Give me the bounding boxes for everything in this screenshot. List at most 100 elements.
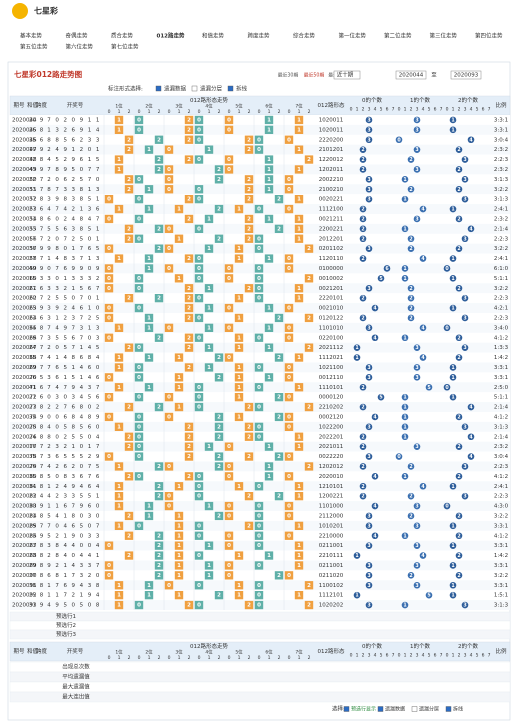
- route-digit: 0: [287, 137, 291, 143]
- nav-link[interactable]: 综合走势: [293, 32, 316, 40]
- select-value[interactable]: 近十期: [337, 71, 354, 79]
- count-hit: [455, 185, 463, 193]
- checkbox[interactable]: [411, 706, 418, 712]
- sum: 35: [29, 355, 36, 361]
- count-digit: 3: [463, 603, 466, 609]
- draw-digit: 1: [88, 117, 92, 123]
- route-code: 1202011: [319, 167, 344, 173]
- draw-digit: 3: [88, 563, 92, 569]
- draw-digit: 9: [55, 306, 59, 312]
- nav-link[interactable]: 012路走势: [157, 32, 185, 40]
- route-hit: [194, 313, 204, 323]
- route-digit: 2: [127, 147, 131, 153]
- route-hit: [124, 145, 134, 154]
- checkbox[interactable]: [445, 706, 452, 712]
- route-hit: [284, 333, 294, 342]
- route-digit: 0: [197, 276, 201, 282]
- nav-link[interactable]: 第四位走势: [475, 32, 503, 40]
- count-digit: 5: [427, 385, 430, 391]
- route-digit: 2: [247, 424, 251, 430]
- route-code: 2220200: [319, 137, 344, 143]
- route-digit: 2: [127, 177, 131, 183]
- route-hit: [174, 541, 184, 550]
- to-input-text[interactable]: 2020093: [454, 73, 479, 79]
- route-hit: [184, 333, 194, 342]
- route-hit: [124, 175, 134, 184]
- count-digit: 1: [403, 276, 406, 282]
- route-hit: [144, 204, 154, 214]
- nav-link[interactable]: 第三位走势: [430, 32, 458, 40]
- route-hit: [134, 422, 144, 431]
- from-input-text[interactable]: 2020044: [399, 73, 424, 79]
- route-hit: [174, 353, 184, 362]
- route-digit: 2: [247, 137, 251, 143]
- period-link[interactable]: 最近30期: [278, 72, 299, 79]
- nav-link[interactable]: 奇偶走势: [66, 32, 89, 40]
- draw-digit: 4: [72, 563, 76, 569]
- period-link[interactable]: 最近50期: [304, 72, 325, 79]
- draw-digit: 9: [96, 266, 100, 272]
- option-label[interactable]: 拆线: [236, 85, 248, 93]
- draw-digit: 7: [47, 523, 51, 529]
- route-hit: [184, 135, 194, 144]
- route-hit: [214, 511, 224, 521]
- nav-link[interactable]: 第六位走势: [66, 43, 94, 51]
- span: 9: [40, 504, 44, 510]
- route-hit: [264, 551, 274, 560]
- route-header: 0: [138, 655, 141, 661]
- count-digit: 3: [367, 573, 370, 579]
- checkbox[interactable]: [343, 706, 350, 712]
- route-hit: [164, 501, 174, 511]
- nav-link[interactable]: 跨度走势: [248, 32, 271, 40]
- option-label[interactable]: 预选行显示: [351, 706, 376, 713]
- nav-link[interactable]: 第一位走势: [339, 32, 367, 40]
- stats-label: 最大连出值: [62, 693, 90, 701]
- count-header: 5: [476, 107, 479, 113]
- count-digit: 2: [457, 573, 460, 579]
- route-digit: 1: [207, 147, 211, 153]
- draw-digit: 3: [72, 256, 76, 262]
- nav-link[interactable]: 基本走势: [20, 32, 43, 40]
- route-hit: [244, 195, 254, 204]
- draw-digit: 2: [96, 276, 100, 282]
- route-digit: 2: [127, 434, 131, 440]
- issue: 2020054: [12, 216, 37, 222]
- checkbox[interactable]: [155, 85, 162, 92]
- draw-digit: 2: [88, 573, 92, 579]
- option-label[interactable]: 遗漏分层: [200, 85, 223, 93]
- draw-digit: 0: [80, 543, 84, 549]
- issue: 2020059: [12, 266, 37, 272]
- count-digit: 3: [415, 216, 418, 222]
- draw-digit: 3: [88, 385, 92, 391]
- controls-label: 标注形式选择:: [108, 85, 143, 93]
- option-label[interactable]: 遗漏数据: [164, 85, 187, 93]
- draw-digit: 3: [72, 315, 76, 321]
- option-label[interactable]: 拆线: [453, 706, 463, 713]
- checkbox[interactable]: [227, 85, 234, 92]
- route-digit: 0: [107, 375, 111, 381]
- route-digit: 1: [177, 593, 181, 599]
- route-hit: [304, 600, 314, 610]
- count-digit: 2: [361, 147, 364, 153]
- checkbox[interactable]: [191, 85, 198, 92]
- nav-link[interactable]: 第二位走势: [384, 32, 412, 40]
- route-digit: 2: [307, 276, 311, 282]
- nav-link[interactable]: 和值走势: [202, 32, 225, 40]
- route-digit: 0: [197, 603, 201, 609]
- nav-link[interactable]: 质合走势: [111, 32, 134, 40]
- route-hit: [274, 492, 284, 501]
- route-digit: 2: [277, 573, 281, 579]
- option-label[interactable]: 遗漏分层: [419, 706, 439, 713]
- route-header: 0: [168, 655, 171, 661]
- option-label[interactable]: 遗漏数据: [385, 706, 405, 713]
- draw-digit: 2: [47, 296, 51, 302]
- route-digit: 0: [257, 365, 261, 371]
- nav-link[interactable]: 第五位走势: [20, 43, 48, 51]
- nav-link[interactable]: 第七位走势: [111, 43, 139, 51]
- checkbox[interactable]: [377, 706, 384, 712]
- route-hit: [174, 511, 184, 521]
- column-header: 期号: [13, 648, 25, 655]
- draw-digit: 0: [88, 335, 92, 341]
- draw-digit: 0: [72, 553, 76, 559]
- count-hit: [365, 136, 373, 144]
